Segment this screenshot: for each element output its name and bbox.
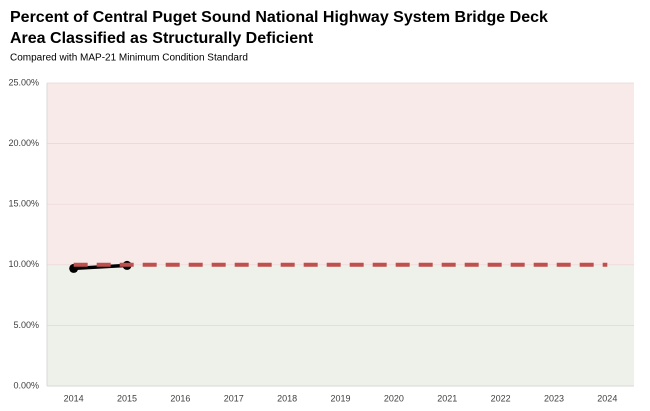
y-tick-label: 5.00% — [13, 320, 39, 330]
x-tick-label: 2021 — [437, 393, 457, 403]
x-tick-label: 2015 — [117, 393, 137, 403]
y-tick-label: 25.00% — [8, 77, 39, 87]
x-tick-label: 2020 — [384, 393, 404, 403]
x-tick-label: 2024 — [597, 393, 617, 403]
x-tick-label: 2019 — [330, 393, 350, 403]
zone-above — [47, 83, 634, 265]
chart-title: Percent of Central Puget Sound National … — [10, 9, 548, 26]
y-tick-label: 10.00% — [8, 259, 39, 269]
chart-title: Area Classified as Structurally Deficien… — [10, 30, 314, 47]
x-tick-label: 2022 — [491, 393, 511, 403]
data-line — [73, 263, 128, 271]
x-tick-label: 2014 — [64, 393, 84, 403]
x-tick-label: 2017 — [224, 393, 244, 403]
y-tick-label: 15.00% — [8, 199, 39, 209]
x-tick-label: 2016 — [170, 393, 190, 403]
y-tick-label: 0.00% — [13, 380, 39, 390]
x-tick-label: 2018 — [277, 393, 297, 403]
y-tick-label: 20.00% — [8, 138, 39, 148]
x-tick-label: 2023 — [544, 393, 564, 403]
chart-subtitle: Compared with MAP-21 Minimum Condition S… — [10, 53, 248, 64]
